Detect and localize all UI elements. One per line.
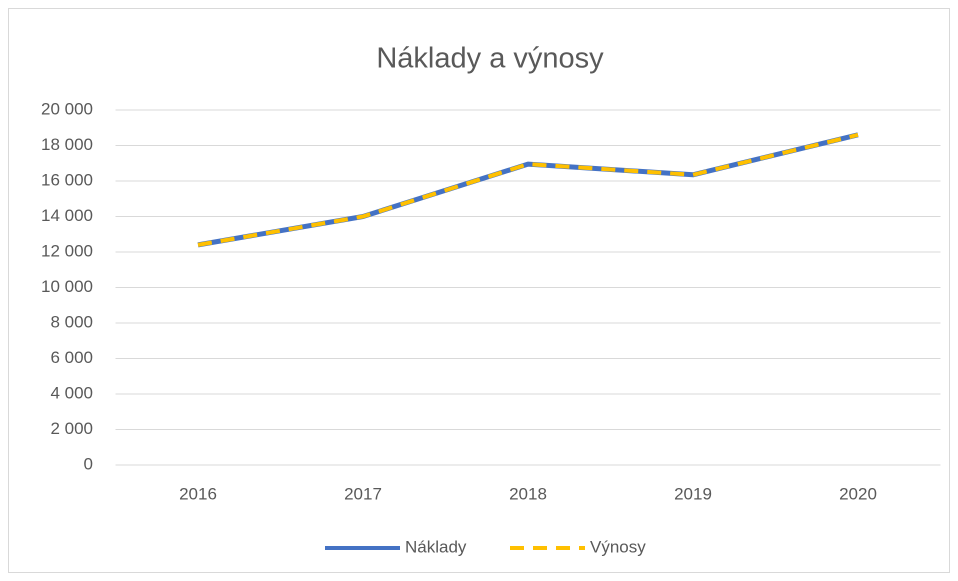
y-tick-label: 10 000 — [41, 277, 93, 296]
y-tick-label: 4 000 — [50, 383, 93, 402]
chart-title: Náklady a výnosy — [376, 43, 604, 75]
y-tick-label: 12 000 — [41, 241, 93, 260]
y-tick-label: 18 000 — [41, 135, 93, 154]
x-tick-label: 2020 — [839, 484, 877, 503]
y-tick-label: 14 000 — [41, 206, 93, 225]
y-tick-label: 6 000 — [50, 348, 93, 367]
y-tick-label: 0 — [84, 454, 93, 473]
x-tick-label: 2016 — [179, 484, 217, 503]
chart-border — [8, 8, 950, 573]
legend-label: Výnosy — [590, 537, 646, 556]
x-tick-label: 2019 — [674, 484, 712, 503]
x-tick-label: 2017 — [344, 484, 382, 503]
legend-label: Náklady — [405, 537, 467, 556]
series-line — [197, 132, 859, 247]
y-tick-label: 8 000 — [50, 312, 93, 331]
x-tick-label: 2018 — [509, 484, 547, 503]
y-tick-label: 20 000 — [41, 99, 93, 118]
y-tick-label: 2 000 — [50, 419, 93, 438]
y-tick-label: 16 000 — [41, 170, 93, 189]
